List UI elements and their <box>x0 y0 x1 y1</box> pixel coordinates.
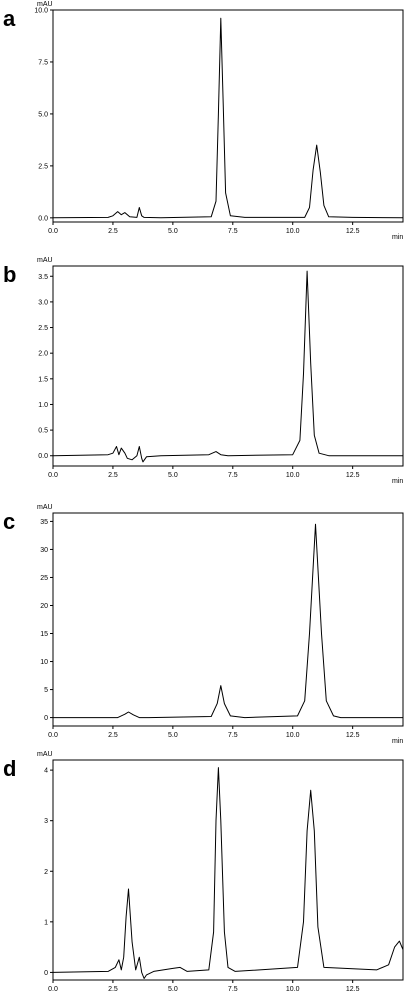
chromatogram-trace <box>53 523 403 719</box>
y-axis-unit-label: mAU <box>37 751 53 758</box>
y-tick-label: 2 <box>44 869 48 876</box>
y-axis-unit-label: mAU <box>37 504 53 511</box>
plot-frame <box>52 759 404 981</box>
x-tick-label: 7.5 <box>228 472 238 479</box>
panel-d: dmAUmin012340.02.55.07.510.012.5 <box>3 751 404 992</box>
panel-a: a mAU min 0.0 2.5 5.0 7.5 10.0 0.0 2.5 5.0 7.5 10.0 1… <box>3 1 404 241</box>
plot-frame <box>52 9 404 223</box>
x-tick-label: 12.5 <box>346 472 360 479</box>
y-tick-label: 0.0 <box>38 453 48 460</box>
y-tick-label: 5 <box>44 687 48 694</box>
y-tick-label: 0 <box>44 715 48 722</box>
x-tick-label: 10.0 <box>286 986 300 992</box>
x-tick-label: 5.0 <box>168 472 178 479</box>
y-tick-label: 35 <box>40 519 48 526</box>
x-tick-label: 12.5 <box>346 732 360 739</box>
y-tick-label: 2.0 <box>38 351 48 358</box>
y-tick-label: 25 <box>40 575 48 582</box>
x-axis-unit-label: min <box>392 738 403 745</box>
y-tick-label: 4 <box>44 768 48 775</box>
y-tick-label: 5.0 <box>38 111 48 118</box>
y-tick-label: 10 <box>40 659 48 666</box>
panel-letter: a <box>3 6 16 31</box>
y-axis-unit-label: mAU <box>37 257 53 264</box>
x-tick-label: 0.0 <box>48 228 58 235</box>
panel-c: c mAU min 0 5 10 15 20 25 30 35 0.0 2.5 5.0 7.5 10.0 12.… <box>3 504 404 745</box>
x-tick-label: 10.0 <box>286 732 300 739</box>
panel-b: b mAU min 0.0 0.5 1.0 1.5 2.0 2.5 3.0 3.5 0.0 2.5 5.0… <box>3 257 404 485</box>
x-tick-label: 7.5 <box>228 986 238 992</box>
y-tick-label: 3.0 <box>38 299 48 306</box>
y-tick-label: 0.5 <box>38 428 48 435</box>
x-tick-label: 2.5 <box>108 228 118 235</box>
y-tick-label: 3.5 <box>38 274 48 281</box>
y-tick-label: 15 <box>40 631 48 638</box>
plot-frame <box>52 512 404 727</box>
x-tick-label: 5.0 <box>168 986 178 992</box>
x-tick-label: 12.5 <box>346 986 360 992</box>
y-tick-label: 1.5 <box>38 376 48 383</box>
y-tick-label: 7.5 <box>38 59 48 66</box>
x-axis-unit-label: min <box>392 478 403 485</box>
x-tick-label: 0.0 <box>48 472 58 479</box>
y-tick-label: 3 <box>44 818 48 825</box>
x-tick-label: 5.0 <box>168 228 178 235</box>
chromatogram-trace <box>52 17 404 219</box>
x-tick-label: 10.0 <box>286 472 300 479</box>
y-tick-label: 2.5 <box>38 325 48 332</box>
panel-letter: d <box>3 756 16 781</box>
y-tick-label: 0 <box>44 970 48 977</box>
x-axis-unit-label: min <box>392 234 403 241</box>
plot-frame <box>52 265 404 467</box>
x-tick-label: 0.0 <box>48 986 58 992</box>
x-tick-label: 2.5 <box>108 472 118 479</box>
x-tick-label: 0.0 <box>48 732 58 739</box>
y-tick-label: 20 <box>40 603 48 610</box>
panel-letter: c <box>3 509 15 534</box>
x-tick-label: 7.5 <box>228 732 238 739</box>
y-tick-label: 30 <box>40 547 48 554</box>
x-tick-label: 10.0 <box>286 228 300 235</box>
y-tick-label: 10.0 <box>34 8 48 15</box>
x-tick-label: 7.5 <box>228 228 238 235</box>
y-tick-label: 2.5 <box>38 163 48 170</box>
x-tick-label: 2.5 <box>108 732 118 739</box>
x-tick-label: 5.0 <box>168 732 178 739</box>
y-tick-label: 0.0 <box>38 215 48 222</box>
x-tick-label: 2.5 <box>108 986 118 992</box>
chromatogram-trace <box>52 767 404 979</box>
y-tick-label: 1.0 <box>38 402 48 409</box>
panel-letter: b <box>3 262 16 287</box>
y-tick-label: 1 <box>44 919 48 926</box>
y-axis-unit-label: mAU <box>37 1 53 8</box>
chromatogram-trace <box>52 270 403 463</box>
x-tick-label: 12.5 <box>346 228 360 235</box>
